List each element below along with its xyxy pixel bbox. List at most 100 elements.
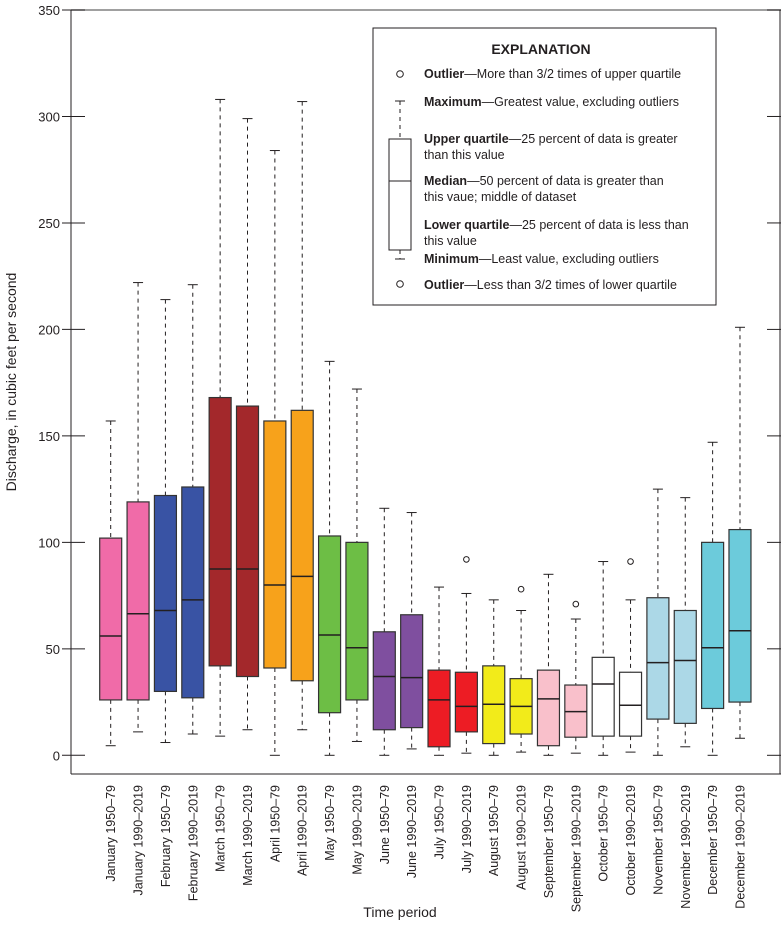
x-tick-label: February 1950–79 <box>159 785 173 887</box>
legend-item-outlier-upper: Outlier—More than 3/2 times of upper qua… <box>424 67 681 81</box>
x-tick-label: August 1990–2019 <box>515 785 529 890</box>
legend-box <box>372 27 717 306</box>
x-tick-label: November 1990–2019 <box>679 785 693 909</box>
y-tick-label: 100 <box>38 535 60 550</box>
box-11 <box>400 512 424 750</box>
x-axis-title: Time period <box>363 904 436 920</box>
x-tick-label: October 1990–2019 <box>624 785 638 896</box>
box-17 <box>564 600 588 754</box>
iqr-box <box>126 501 150 701</box>
box-16 <box>536 573 561 756</box>
box-4 <box>208 98 232 737</box>
legend-item-lower-quartile-line2: this value <box>424 234 477 248</box>
iqr-box <box>591 656 615 737</box>
legend-item-outlier-lower: Outlier—Less than 3/2 times of lower qua… <box>424 278 677 292</box>
x-tick-label: July 1990–2019 <box>460 785 474 873</box>
x-tick-label: April 1990–2019 <box>296 785 310 876</box>
box-23 <box>728 326 752 739</box>
x-tick-label: January 1990–2019 <box>132 785 146 896</box>
plot-frame <box>70 9 781 775</box>
box-8 <box>317 360 342 756</box>
x-tick-label: September 1950–79 <box>542 785 556 898</box>
box-0 <box>99 420 123 747</box>
iqr-box <box>728 528 752 703</box>
y-tick-label: 0 <box>53 748 60 763</box>
x-tick-label: March 1990–2019 <box>241 785 255 886</box>
iqr-box <box>372 631 396 731</box>
box-6 <box>263 150 287 756</box>
box-19 <box>618 558 643 753</box>
iqr-box <box>317 535 342 714</box>
x-tick-label: July 1950–79 <box>433 785 447 859</box>
x-tick-label: August 1950–79 <box>487 785 501 876</box>
iqr-box <box>646 597 670 720</box>
x-tick-label: October 1950–79 <box>597 785 611 882</box>
outlier-point <box>463 556 470 563</box>
y-tick-label: 300 <box>38 109 60 124</box>
box-21 <box>673 497 697 748</box>
box-10 <box>372 507 396 756</box>
box-15 <box>509 585 533 753</box>
iqr-box <box>263 420 287 669</box>
legend-item-median: Median—50 percent of data is greater tha… <box>424 174 664 188</box>
outlier-point <box>572 600 580 608</box>
box-2 <box>153 299 178 744</box>
box-7 <box>290 101 314 731</box>
iqr-box <box>181 486 205 699</box>
box-18 <box>591 561 615 756</box>
box-3 <box>181 284 205 735</box>
y-tick-label: 150 <box>38 429 60 444</box>
iqr-box <box>208 396 232 667</box>
iqr-box <box>536 669 561 747</box>
iqr-box <box>235 405 260 678</box>
x-tick-label: September 1990–2019 <box>569 785 583 912</box>
x-tick-label: December 1950–79 <box>706 785 720 895</box>
iqr-box <box>618 671 643 737</box>
iqr-box <box>99 537 123 701</box>
legend-title: EXPLANATION <box>491 41 590 57</box>
y-tick-label: 350 <box>38 3 60 18</box>
box-13 <box>454 556 478 754</box>
y-tick-label: 50 <box>46 642 60 657</box>
y-axis-title: Discharge, in cubic feet per second <box>3 273 19 492</box>
x-tick-label: January 1950–79 <box>104 785 118 882</box>
box-1 <box>126 282 150 733</box>
iqr-box <box>454 671 478 733</box>
x-tick-label: February 1990–2019 <box>186 785 200 901</box>
x-tick-label: April 1950–79 <box>268 785 282 862</box>
box-9 <box>345 388 369 742</box>
x-tick-label: December 1990–2019 <box>733 785 747 909</box>
x-tick-label: November 1950–79 <box>651 785 665 895</box>
box-20 <box>646 488 670 756</box>
outlier-point <box>517 585 525 593</box>
legend: EXPLANATION Outlier—More than 3/2 times … <box>372 27 717 306</box>
iqr-box <box>701 541 725 710</box>
x-tick-label: May 1990–2019 <box>350 785 364 875</box>
legend-item-maximum: Maximum—Greatest value, excluding outlie… <box>424 95 679 109</box>
x-tick-label: May 1950–79 <box>323 785 337 861</box>
legend-item-lower-quartile: Lower quartile—25 percent of data is les… <box>424 218 689 232</box>
legend-item-upper-quartile-line2: than this value <box>424 148 505 162</box>
legend-item-minimum: Minimum—Least value, excluding outliers <box>424 252 659 266</box>
legend-item-upper-quartile: Upper quartile—25 percent of data is gre… <box>424 132 678 146</box>
iqr-box <box>345 541 369 701</box>
iqr-box <box>290 409 314 682</box>
box-22 <box>701 441 725 756</box>
box-14 <box>482 599 506 756</box>
legend-outlier-upper-icon <box>396 70 404 78</box>
iqr-box <box>673 609 697 724</box>
iqr-box <box>153 494 178 693</box>
y-tick-label: 200 <box>38 322 60 337</box>
x-tick-label: June 1990–2019 <box>405 785 419 878</box>
legend-box-icon <box>388 138 412 251</box>
iqr-box <box>400 614 424 729</box>
y-tick-label: 250 <box>38 216 60 231</box>
box-12 <box>427 586 451 756</box>
x-tick-label: June 1950–79 <box>378 785 392 864</box>
iqr-box <box>427 669 451 748</box>
x-tick-label: March 1950–79 <box>214 785 228 872</box>
box-5 <box>235 118 260 731</box>
legend-outlier-lower-icon <box>396 280 404 288</box>
outlier-point <box>627 558 634 565</box>
